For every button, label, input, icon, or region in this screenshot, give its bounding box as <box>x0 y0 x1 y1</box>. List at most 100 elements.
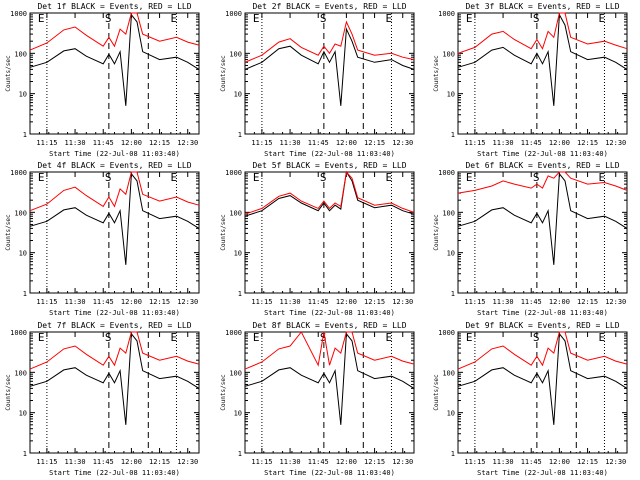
y-tick-label: 1 <box>238 131 242 139</box>
x-axis-label: Start Time (22-Jul-08 11:03:40) <box>477 469 608 477</box>
y-tick-label: 100 <box>442 50 455 58</box>
plot-frame <box>244 171 415 294</box>
plot-frame <box>29 171 200 294</box>
time-marker-label: E <box>385 331 392 344</box>
time-marker-label: S <box>320 171 327 184</box>
time-marker-label: S <box>105 12 112 25</box>
y-axis-label: Counts/sec <box>5 374 12 411</box>
y-tick-label: 10 <box>447 91 455 99</box>
lld-series-line <box>29 171 200 212</box>
y-axis-label: Counts/sec <box>220 214 227 251</box>
lld-series-line <box>457 12 628 54</box>
x-axis-label: Start Time (22-Jul-08 11:03:40) <box>264 469 395 477</box>
time-marker-label: E <box>253 171 260 184</box>
x-tick-label: 11:30 <box>493 458 514 466</box>
x-tick-label: 12:00 <box>336 298 357 306</box>
y-tick-label: 10 <box>19 250 27 258</box>
time-marker-label: E <box>38 331 45 344</box>
y-axis-label: Counts/sec <box>5 55 12 92</box>
y-axis-label: Counts/sec <box>220 374 227 411</box>
x-tick-label: 11:15 <box>251 139 272 147</box>
panel-title: Det 9f BLACK = Events, RED = LLD <box>465 321 619 330</box>
x-tick-label: 12:00 <box>336 139 357 147</box>
time-marker-label: E <box>385 12 392 25</box>
plot-frame <box>29 331 200 454</box>
x-axis-label: Start Time (22-Jul-08 11:03:40) <box>264 150 395 158</box>
panel-title: Det 3f BLACK = Events, RED = LLD <box>465 2 619 11</box>
lld-series-line <box>244 170 415 215</box>
y-tick-label: 100 <box>442 209 455 217</box>
x-tick-label: 12:15 <box>364 298 385 306</box>
y-tick-label: 100 <box>14 369 27 377</box>
x-tick-label: 11:30 <box>65 298 86 306</box>
x-axis-label: Start Time (22-Jul-08 11:03:40) <box>477 309 608 317</box>
x-tick-label: 11:45 <box>308 298 329 306</box>
y-tick-label: 100 <box>229 50 242 58</box>
x-tick-label: 11:15 <box>251 458 272 466</box>
y-axis-label: Counts/sec <box>433 55 440 92</box>
events-series-line <box>29 13 200 106</box>
x-tick-label: 11:15 <box>464 458 485 466</box>
x-tick-label: 12:00 <box>336 458 357 466</box>
time-marker-label: E <box>598 12 605 25</box>
y-tick-label: 1000 <box>225 169 242 177</box>
events-series-line <box>457 332 628 425</box>
x-tick-label: 11:30 <box>493 298 514 306</box>
events-series-line <box>244 170 415 217</box>
y-tick-label: 10 <box>447 250 455 258</box>
y-tick-label: 10 <box>19 91 27 99</box>
time-marker-label: S <box>533 12 540 25</box>
x-tick-label: 12:30 <box>605 298 626 306</box>
time-marker-label: E <box>38 12 45 25</box>
y-tick-label: 1000 <box>225 329 242 337</box>
lld-series-line <box>244 20 415 63</box>
x-axis-label: Start Time (22-Jul-08 11:03:40) <box>49 469 180 477</box>
y-tick-label: 10 <box>234 410 242 418</box>
x-tick-label: 12:30 <box>392 139 413 147</box>
lld-series-line <box>29 331 200 370</box>
x-tick-label: 12:15 <box>364 139 385 147</box>
x-tick-label: 11:30 <box>280 139 301 147</box>
x-tick-label: 12:30 <box>605 458 626 466</box>
x-tick-label: 12:30 <box>177 139 198 147</box>
panel-title: Det 2f BLACK = Events, RED = LLD <box>252 2 406 11</box>
x-tick-label: 12:00 <box>121 458 142 466</box>
x-tick-label: 11:15 <box>464 139 485 147</box>
y-tick-label: 10 <box>447 410 455 418</box>
plot-frame <box>29 12 200 135</box>
lld-series-line <box>244 331 415 370</box>
x-tick-label: 12:15 <box>364 458 385 466</box>
lld-series-line <box>29 12 200 51</box>
plot-frame <box>457 171 628 294</box>
x-tick-label: 11:45 <box>308 458 329 466</box>
x-tick-label: 12:30 <box>605 139 626 147</box>
time-marker-label: E <box>253 331 260 344</box>
x-tick-label: 11:45 <box>308 139 329 147</box>
x-tick-label: 11:30 <box>280 298 301 306</box>
time-marker-label: S <box>533 331 540 344</box>
detector-panel: Det 1f BLACK = Events, RED = LLD 1 10 100 10… <box>5 2 200 158</box>
time-marker-label: S <box>533 171 540 184</box>
detector-panel: Det 2f BLACK = Events, RED = LLD 1 10 100 10… <box>220 2 415 158</box>
time-marker-label: E <box>170 12 177 25</box>
y-tick-label: 100 <box>442 369 455 377</box>
y-tick-label: 1 <box>451 131 455 139</box>
y-tick-label: 1 <box>238 290 242 298</box>
y-tick-label: 10 <box>19 410 27 418</box>
detector-panel: Det 7f BLACK = Events, RED = LLD 1 10 100 10… <box>5 321 200 477</box>
x-tick-label: 11:45 <box>521 298 542 306</box>
panel-title: Det 4f BLACK = Events, RED = LLD <box>37 161 191 170</box>
x-tick-label: 12:30 <box>392 298 413 306</box>
x-tick-label: 11:15 <box>36 139 57 147</box>
detector-panel: Det 5f BLACK = Events, RED = LLD 1 10 100 10… <box>220 161 415 317</box>
x-axis-label: Start Time (22-Jul-08 11:03:40) <box>477 150 608 158</box>
x-tick-label: 11:30 <box>493 139 514 147</box>
x-tick-label: 11:45 <box>521 458 542 466</box>
plot-frame <box>244 12 415 135</box>
x-tick-label: 12:00 <box>549 298 570 306</box>
x-tick-label: 12:00 <box>549 458 570 466</box>
time-marker-label: E <box>598 331 605 344</box>
events-series-line <box>244 27 415 106</box>
x-tick-label: 12:15 <box>149 298 170 306</box>
x-tick-label: 12:00 <box>121 139 142 147</box>
